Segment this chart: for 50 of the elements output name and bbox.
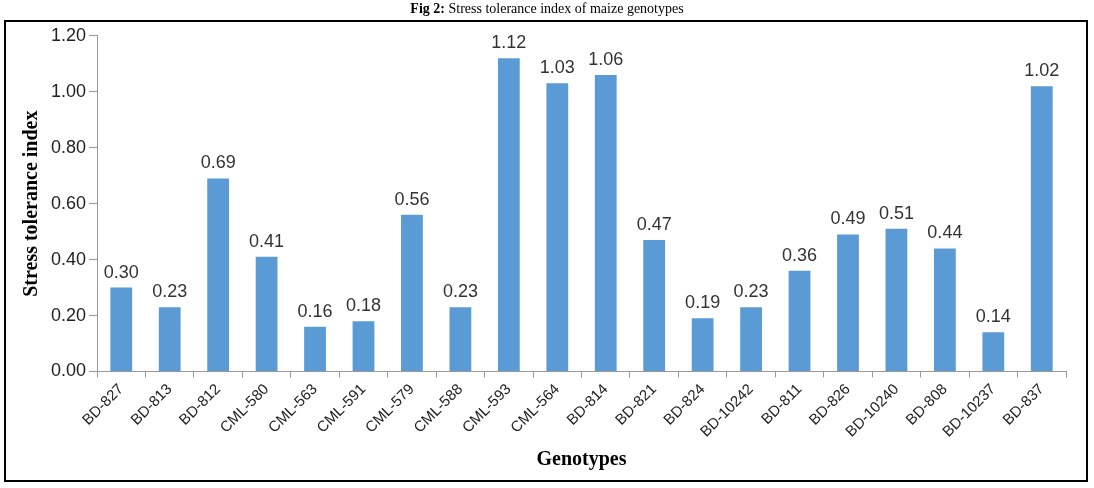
bar bbox=[207, 178, 230, 372]
data-label: 0.51 bbox=[878, 202, 914, 223]
bar bbox=[885, 228, 908, 372]
bar bbox=[691, 318, 714, 372]
bar bbox=[788, 270, 811, 372]
data-label: 1.02 bbox=[1024, 60, 1060, 81]
bar bbox=[497, 58, 520, 372]
data-label: 0.56 bbox=[394, 188, 430, 209]
data-label: 0.36 bbox=[782, 244, 818, 265]
bar bbox=[643, 240, 666, 372]
bar bbox=[255, 256, 278, 372]
data-label: 0.49 bbox=[830, 208, 866, 229]
y-tick-label: 1.20 bbox=[50, 24, 87, 45]
data-label: 0.47 bbox=[636, 213, 672, 234]
data-label: 0.44 bbox=[927, 222, 963, 243]
y-tick-label: 0.20 bbox=[50, 304, 87, 325]
x-axis-title: Genotypes bbox=[536, 447, 627, 471]
y-tick-label: 0.00 bbox=[50, 360, 87, 381]
data-label: 0.23 bbox=[733, 281, 769, 302]
bar bbox=[546, 83, 569, 372]
data-label: 0.41 bbox=[249, 230, 285, 251]
data-label: 0.14 bbox=[975, 306, 1011, 327]
bar bbox=[304, 326, 326, 372]
y-tick-label: 0.60 bbox=[50, 192, 87, 213]
chart-title: Fig 2: Stress tolerance index of maize genotypes bbox=[409, 0, 685, 18]
data-label: 0.18 bbox=[345, 295, 382, 316]
y-tick-label: 0.40 bbox=[50, 248, 87, 269]
data-label: 0.30 bbox=[103, 261, 139, 282]
data-label: 1.06 bbox=[588, 48, 624, 69]
data-label: 1.12 bbox=[491, 32, 527, 53]
bar bbox=[158, 307, 181, 372]
bar bbox=[740, 307, 762, 372]
y-tick-label: 1.00 bbox=[50, 80, 87, 101]
data-label: 1.03 bbox=[539, 57, 575, 78]
y-tick-label: 0.80 bbox=[50, 136, 87, 157]
data-label: 0.23 bbox=[152, 281, 188, 302]
data-label: 0.19 bbox=[685, 292, 721, 313]
data-label: 0.69 bbox=[200, 152, 236, 173]
bar bbox=[837, 234, 859, 372]
bar bbox=[449, 307, 472, 372]
bar bbox=[352, 321, 375, 372]
bar bbox=[594, 74, 617, 372]
data-label: 0.23 bbox=[442, 281, 478, 302]
bar bbox=[401, 214, 423, 372]
bar bbox=[933, 248, 956, 372]
bar bbox=[1030, 86, 1053, 372]
bar bbox=[982, 332, 1005, 372]
y-axis-title: Stress tolerance index bbox=[19, 110, 42, 297]
data-label: 0.16 bbox=[297, 300, 333, 321]
bar bbox=[110, 287, 133, 372]
